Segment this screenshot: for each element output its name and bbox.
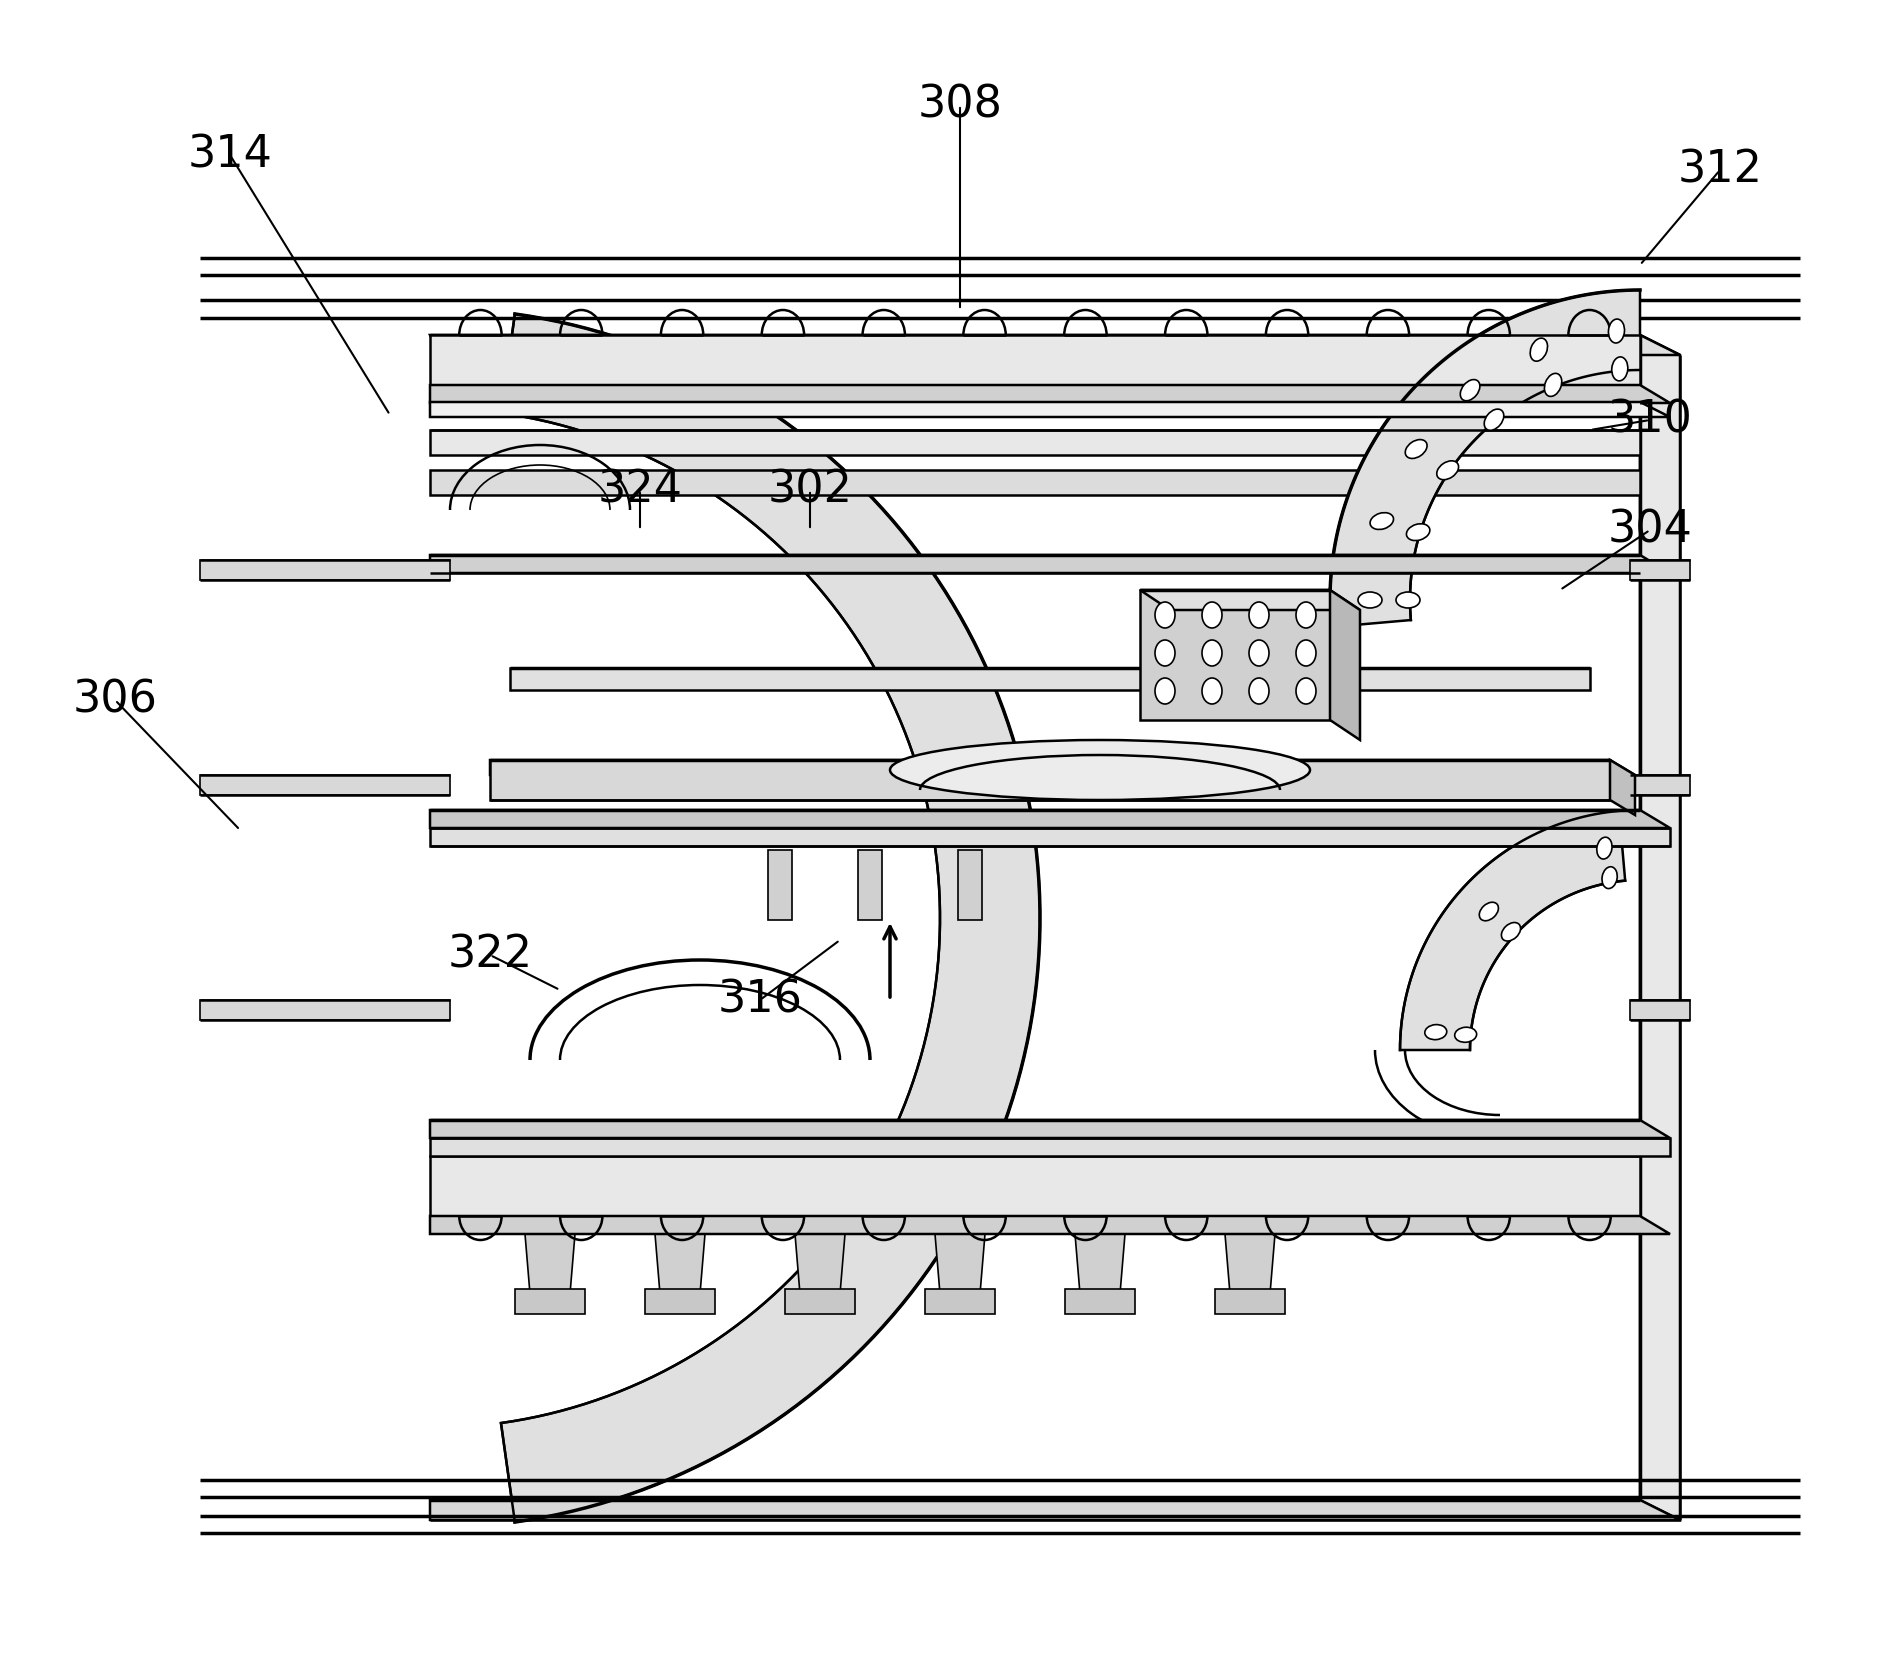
Polygon shape: [430, 1138, 1671, 1156]
Ellipse shape: [1424, 1025, 1447, 1040]
Text: 306: 306: [72, 678, 157, 721]
Polygon shape: [430, 827, 1671, 845]
Polygon shape: [1140, 590, 1360, 610]
Polygon shape: [430, 336, 1680, 355]
Polygon shape: [767, 850, 792, 920]
Ellipse shape: [1248, 639, 1269, 666]
Polygon shape: [502, 314, 1040, 1521]
Polygon shape: [430, 811, 1671, 827]
Polygon shape: [1610, 761, 1635, 816]
Polygon shape: [491, 761, 1635, 776]
Polygon shape: [509, 668, 1589, 689]
Ellipse shape: [1295, 639, 1316, 666]
Polygon shape: [936, 1234, 985, 1294]
Ellipse shape: [1612, 357, 1627, 380]
Polygon shape: [430, 555, 1671, 573]
Polygon shape: [1330, 590, 1360, 741]
Ellipse shape: [1155, 678, 1174, 704]
Text: 316: 316: [718, 978, 803, 1022]
Text: 312: 312: [1678, 148, 1763, 191]
Polygon shape: [430, 1156, 1640, 1216]
Text: 314: 314: [188, 133, 273, 176]
Ellipse shape: [1530, 339, 1547, 360]
Polygon shape: [430, 430, 1640, 455]
Polygon shape: [1330, 291, 1640, 626]
Polygon shape: [201, 560, 451, 580]
Polygon shape: [491, 761, 1610, 801]
Ellipse shape: [1396, 591, 1420, 608]
Polygon shape: [655, 1234, 705, 1294]
Text: 304: 304: [1608, 508, 1693, 551]
Text: 302: 302: [767, 468, 852, 512]
Ellipse shape: [1203, 601, 1222, 628]
Text: 308: 308: [917, 83, 1002, 126]
Text: 324: 324: [597, 468, 682, 512]
Ellipse shape: [1597, 837, 1612, 859]
Ellipse shape: [1155, 639, 1174, 666]
Polygon shape: [924, 1289, 994, 1314]
Ellipse shape: [1485, 409, 1504, 430]
Polygon shape: [201, 1000, 451, 1020]
Polygon shape: [1640, 336, 1680, 1520]
Polygon shape: [1140, 590, 1330, 719]
Polygon shape: [1214, 1289, 1284, 1314]
Polygon shape: [795, 1234, 845, 1294]
Polygon shape: [1631, 776, 1689, 796]
Ellipse shape: [1544, 374, 1563, 397]
Polygon shape: [430, 1120, 1671, 1138]
Polygon shape: [958, 850, 981, 920]
Polygon shape: [1225, 1234, 1275, 1294]
Ellipse shape: [1405, 440, 1426, 458]
Ellipse shape: [1438, 460, 1458, 480]
Ellipse shape: [1295, 601, 1316, 628]
Polygon shape: [1400, 811, 1625, 1050]
Polygon shape: [515, 1289, 585, 1314]
Ellipse shape: [1460, 380, 1479, 400]
Polygon shape: [525, 1234, 576, 1294]
Polygon shape: [430, 336, 1640, 385]
Ellipse shape: [1479, 902, 1498, 920]
Ellipse shape: [1295, 678, 1316, 704]
Ellipse shape: [1608, 319, 1625, 344]
Ellipse shape: [1155, 601, 1174, 628]
Ellipse shape: [1455, 1026, 1477, 1043]
Polygon shape: [858, 850, 883, 920]
Ellipse shape: [1248, 678, 1269, 704]
Ellipse shape: [1203, 678, 1222, 704]
Ellipse shape: [1407, 523, 1430, 540]
Polygon shape: [430, 385, 1671, 404]
Polygon shape: [430, 1216, 1671, 1234]
Ellipse shape: [1602, 867, 1617, 889]
Ellipse shape: [1502, 922, 1521, 942]
Ellipse shape: [1248, 601, 1269, 628]
Polygon shape: [201, 776, 451, 796]
Polygon shape: [430, 1500, 1680, 1520]
Polygon shape: [430, 470, 1640, 495]
Ellipse shape: [1369, 513, 1394, 530]
Polygon shape: [1631, 1000, 1689, 1020]
Polygon shape: [646, 1289, 716, 1314]
Ellipse shape: [1203, 639, 1222, 666]
Ellipse shape: [1358, 591, 1383, 608]
Polygon shape: [1076, 1234, 1125, 1294]
Polygon shape: [1631, 560, 1689, 580]
Polygon shape: [1640, 336, 1680, 355]
Text: 322: 322: [447, 933, 532, 977]
Text: 310: 310: [1608, 399, 1693, 442]
Polygon shape: [1064, 1289, 1135, 1314]
Polygon shape: [784, 1289, 854, 1314]
Polygon shape: [430, 402, 1671, 417]
Ellipse shape: [890, 741, 1311, 801]
